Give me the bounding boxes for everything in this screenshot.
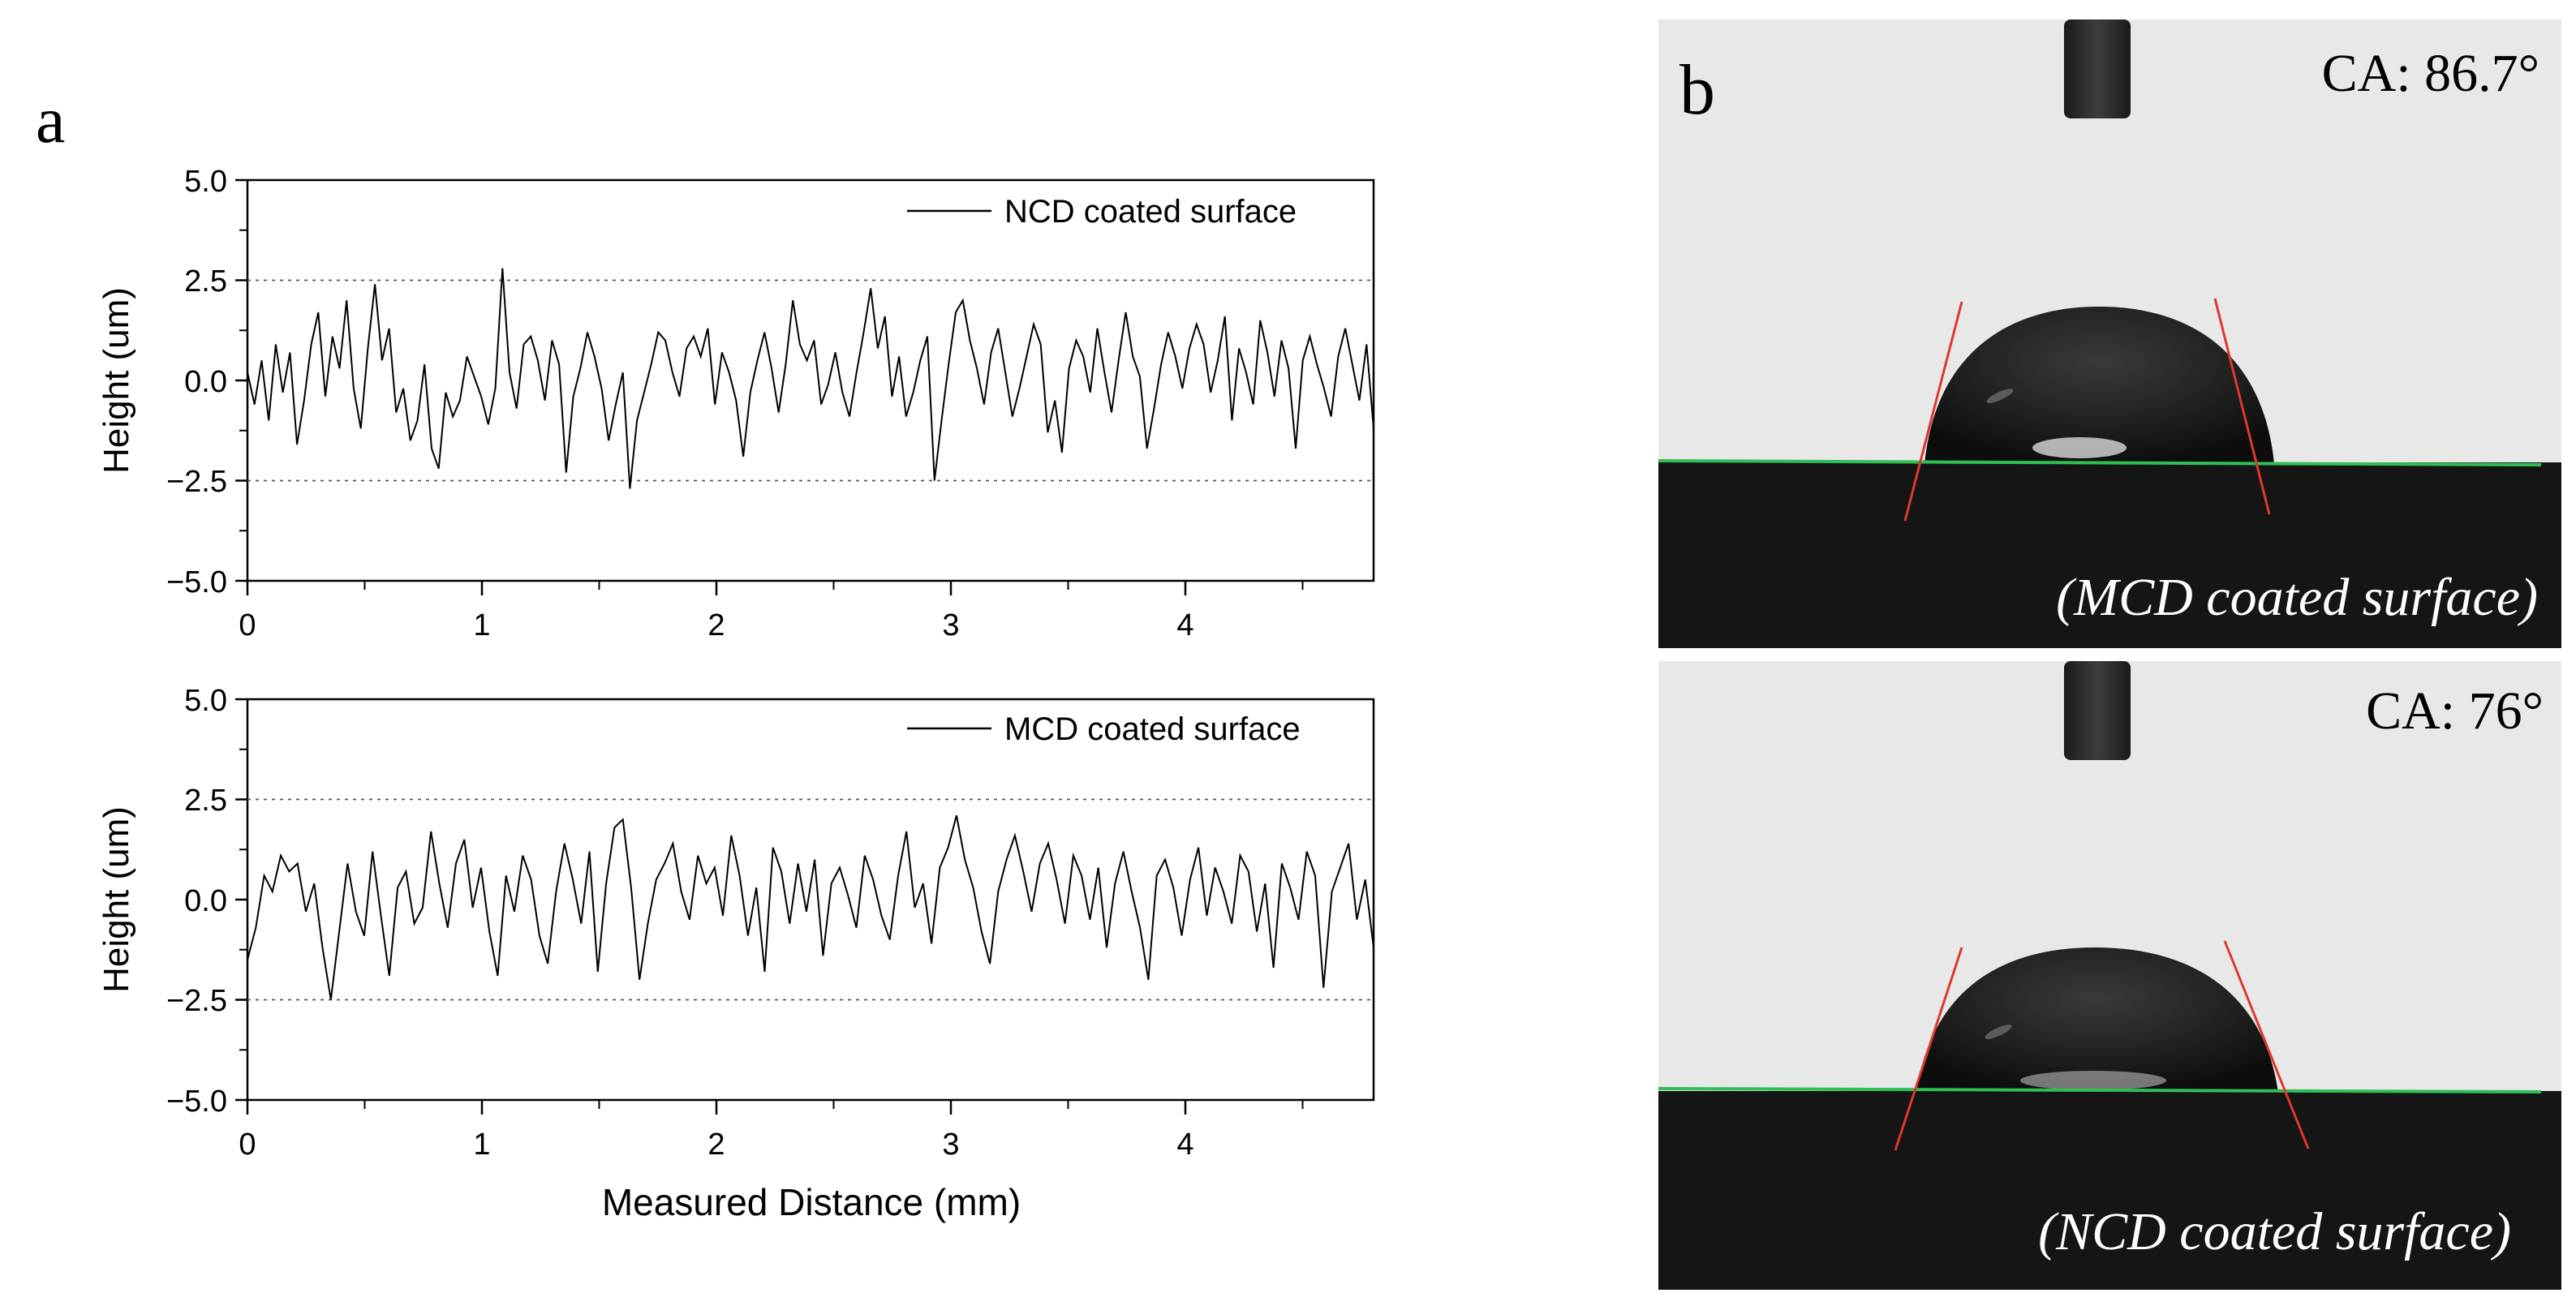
x-axis-label: Measured Distance (mm) — [602, 1181, 1021, 1223]
y-tick-label: 5.0 — [184, 684, 227, 718]
x-tick-label: 0 — [239, 1128, 256, 1162]
series-line-mcd — [247, 815, 1374, 1000]
panel-label-b: b — [1679, 51, 1715, 130]
tangent-line-right — [2223, 940, 2310, 1149]
y-ticks — [235, 698, 247, 1102]
droplet-reflection — [2032, 437, 2127, 458]
baseline-green — [1658, 459, 2542, 466]
photo-caption: (MCD coated surface) — [2056, 568, 2538, 627]
substrate — [1658, 462, 2561, 648]
y-axis-label: Height (um) — [97, 806, 136, 993]
y-tick-label: −5.0 — [166, 565, 227, 599]
contact-angle-label: CA: 76° — [2366, 681, 2544, 741]
y-tick-label: 0.0 — [184, 884, 227, 918]
y-tick-label: −2.5 — [166, 465, 227, 499]
contact-angle-photo-top: b CA: 86.7° (MCD coated surface) — [1658, 19, 2561, 648]
legend: NCD coated surface — [907, 194, 1297, 230]
x-tick-label: 0 — [239, 608, 256, 642]
x-ticks — [246, 1100, 1304, 1115]
legend: MCD coated surface — [907, 711, 1301, 747]
baseline-green — [1658, 1087, 2542, 1093]
profile-chart-top: 5.0 2.5 0.0 −2.5 −5.0 0 1 2 3 4 Height (… — [97, 165, 1375, 642]
x-tick-label: 3 — [942, 608, 959, 642]
tangent-line-right — [2213, 298, 2271, 515]
droplet-reflection — [2020, 1071, 2166, 1090]
contact-angle-label: CA: 86.7° — [2322, 44, 2539, 103]
tangent-line-left — [1894, 947, 1963, 1151]
y-axis-label: Height (um) — [97, 287, 136, 474]
photo-caption: (NCD coated surface) — [2038, 1202, 2511, 1261]
y-tick-label: 0.0 — [184, 365, 227, 399]
legend-entry-mcd: MCD coated surface — [1004, 711, 1301, 747]
profile-chart-bottom: 5.0 2.5 0.0 −2.5 −5.0 0 1 2 3 4 Height (… — [97, 684, 1375, 1223]
needle — [2064, 19, 2131, 118]
x-tick-label: 4 — [1176, 608, 1193, 642]
legend-entry-ncd: NCD coated surface — [1004, 194, 1297, 230]
needle — [2064, 661, 2131, 760]
y-tick-label: 5.0 — [184, 165, 227, 199]
tangent-line-left — [1903, 301, 1963, 522]
x-ticks — [246, 581, 1304, 595]
y-tick-label: −5.0 — [166, 1085, 227, 1119]
x-tick-label: 3 — [942, 1128, 959, 1162]
y-tick-label: −2.5 — [166, 984, 227, 1018]
x-tick-label: 1 — [473, 1128, 490, 1162]
droplet — [1916, 947, 2278, 1093]
plot-area — [246, 178, 1375, 582]
droplet — [1924, 307, 2274, 464]
series-line-ncd — [247, 268, 1374, 489]
x-tick-label: 4 — [1176, 1128, 1193, 1162]
y-tick-label: 2.5 — [184, 264, 227, 299]
x-tick-label: 1 — [473, 608, 490, 642]
droplet-reflection — [1986, 389, 2014, 403]
substrate — [1658, 1091, 2561, 1290]
x-tick-label: 2 — [707, 1128, 725, 1162]
panel-label-a: a — [36, 83, 65, 157]
droplet-reflection — [1985, 1025, 2012, 1039]
y-ticks — [235, 178, 247, 582]
contact-angle-photo-bottom: CA: 76° (NCD coated surface) — [1658, 661, 2561, 1290]
y-tick-label: 2.5 — [184, 784, 227, 818]
x-tick-label: 2 — [707, 608, 725, 642]
